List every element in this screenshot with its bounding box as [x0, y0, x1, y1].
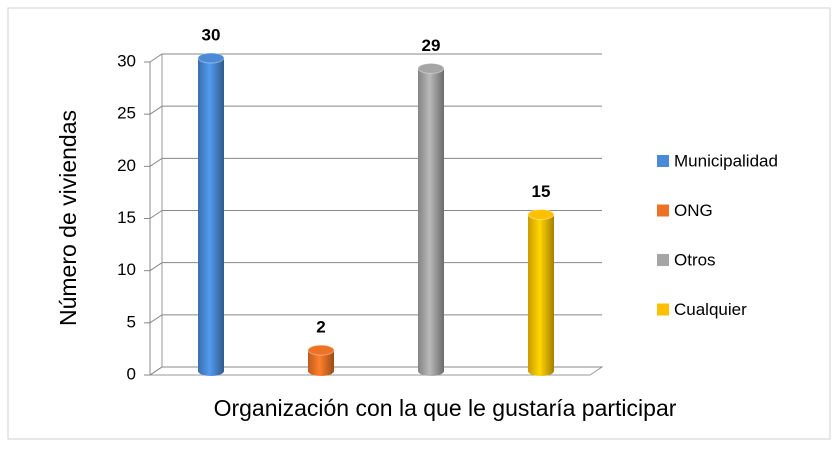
legend-swatch: [657, 254, 669, 266]
y-tick-label: 30: [117, 51, 136, 70]
grid-line: [149, 53, 602, 63]
y-axis-title: Número de viviendas: [55, 110, 81, 326]
y-tick-label: 25: [117, 104, 136, 123]
grid-line: [149, 366, 602, 376]
bar-body: [528, 214, 554, 376]
grid-line: [149, 157, 602, 167]
bar-top: [197, 52, 225, 64]
legend-label: Cualquier: [674, 300, 747, 319]
bar: [527, 209, 555, 376]
grid-line: [149, 262, 602, 272]
grid-line: [149, 210, 602, 219]
y-tick-label: 5: [127, 312, 136, 331]
y-tick-label: 15: [117, 208, 136, 227]
bar-body: [308, 350, 334, 376]
legend-label: Municipalidad: [674, 151, 778, 170]
data-label: 29: [422, 36, 441, 55]
bar-body: [418, 68, 444, 376]
legend-swatch: [657, 303, 669, 316]
legend-label: ONG: [674, 201, 713, 220]
bar-top: [307, 344, 335, 356]
bar: [307, 344, 335, 376]
y-tick-label: 20: [117, 156, 136, 175]
bar-body: [198, 58, 224, 376]
bar-top: [417, 62, 445, 74]
data-label: 15: [532, 182, 551, 201]
legend-label: Otros: [674, 250, 716, 269]
x-axis-title: Organización con la que le gustaría part…: [214, 395, 677, 421]
legend-swatch: [657, 155, 669, 167]
grid-line: [149, 105, 602, 115]
bar-top: [527, 209, 555, 220]
data-label: 2: [316, 318, 325, 337]
grid-line: [149, 314, 602, 324]
legend-swatch: [657, 204, 669, 217]
bar: [197, 52, 225, 376]
y-tick-label: 10: [117, 260, 136, 279]
bar: [417, 62, 445, 376]
data-label: 30: [202, 25, 221, 44]
y-tick-label: 0: [127, 364, 136, 383]
